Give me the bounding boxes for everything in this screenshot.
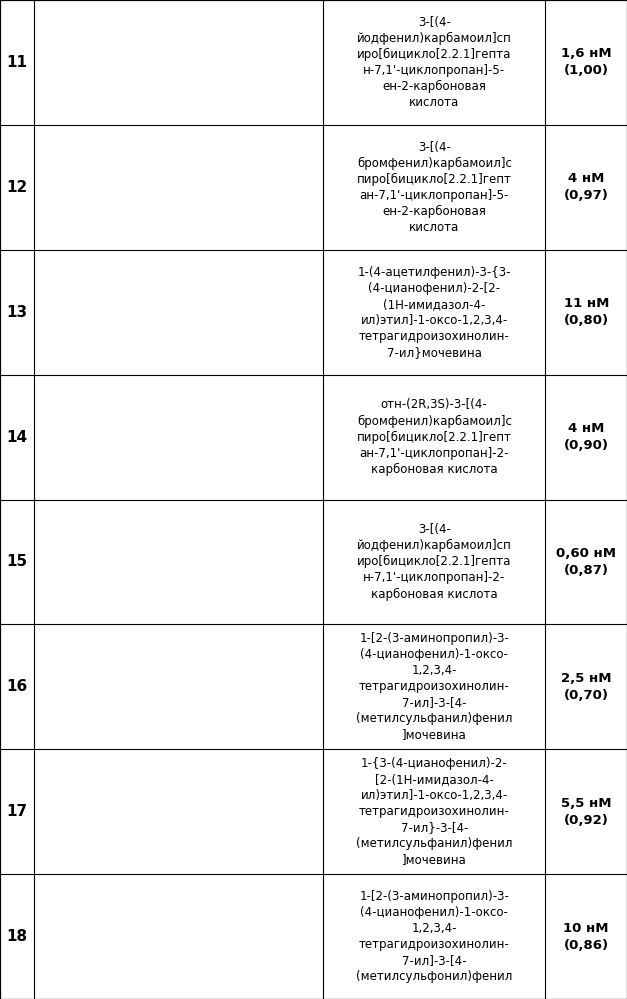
Text: 3-[(4-
йодфенил)карбамоил]сп
иро[бицикло[2.2.1]гепта
н-7,1'-циклопропан]-5-
ен-2: 3-[(4- йодфенил)карбамоил]сп иро[бицикло… bbox=[357, 16, 512, 109]
Text: 14: 14 bbox=[7, 430, 28, 445]
Text: 18: 18 bbox=[7, 929, 28, 944]
Text: 12: 12 bbox=[7, 180, 28, 195]
Text: 1,6 нМ
(1,00): 1,6 нМ (1,00) bbox=[561, 47, 611, 78]
Text: 2,5 нМ
(0,70): 2,5 нМ (0,70) bbox=[561, 671, 611, 702]
Text: 1-[2-(3-аминопропил)-3-
(4-цианофенил)-1-оксо-
1,2,3,4-
тетрагидроизохинолин-
7-: 1-[2-(3-аминопропил)-3- (4-цианофенил)-1… bbox=[356, 632, 512, 741]
Text: 17: 17 bbox=[7, 804, 28, 819]
Text: 3-[(4-
бромфенил)карбамоил]с
пиро[бицикло[2.2.1]гепт
ан-7,1'-циклопропан]-5-
ен-: 3-[(4- бромфенил)карбамоил]с пиро[бицикл… bbox=[357, 141, 512, 234]
Text: 5,5 нМ
(0,92): 5,5 нМ (0,92) bbox=[561, 796, 611, 827]
Text: 15: 15 bbox=[7, 554, 28, 569]
Text: 10 нМ
(0,86): 10 нМ (0,86) bbox=[564, 921, 609, 952]
Text: 16: 16 bbox=[7, 679, 28, 694]
Text: 11 нМ
(0,80): 11 нМ (0,80) bbox=[564, 297, 609, 328]
Text: 3-[(4-
йодфенил)карбамоил]сп
иро[бицикло[2.2.1]гепта
н-7,1'-циклопропан]-2-
карб: 3-[(4- йодфенил)карбамоил]сп иро[бицикло… bbox=[357, 523, 512, 600]
Text: 1-[2-(3-аминопропил)-3-
(4-цианофенил)-1-оксо-
1,2,3,4-
тетрагидроизохинолин-
7-: 1-[2-(3-аминопропил)-3- (4-цианофенил)-1… bbox=[356, 890, 512, 983]
Text: 11: 11 bbox=[7, 55, 28, 70]
Text: отн-(2R,3S)-3-[(4-
бромфенил)карбамоил]с
пиро[бицикло[2.2.1]гепт
ан-7,1'-циклопр: отн-(2R,3S)-3-[(4- бромфенил)карбамоил]с… bbox=[357, 399, 512, 476]
Text: 4 нМ
(0,97): 4 нМ (0,97) bbox=[564, 172, 609, 203]
Text: 13: 13 bbox=[7, 305, 28, 320]
Text: 1-(4-ацетилфенил)-3-{3-
(4-цианофенил)-2-[2-
(1Н-имидазол-4-
ил)этил]-1-оксо-1,2: 1-(4-ацетилфенил)-3-{3- (4-цианофенил)-2… bbox=[357, 266, 511, 359]
Text: 4 нМ
(0,90): 4 нМ (0,90) bbox=[564, 422, 609, 453]
Text: 0,60 нМ
(0,87): 0,60 нМ (0,87) bbox=[556, 546, 616, 577]
Text: 1-{3-(4-цианофенил)-2-
[2-(1Н-имидазол-4-
ил)этил]-1-оксо-1,2,3,4-
тетрагидроизо: 1-{3-(4-цианофенил)-2- [2-(1Н-имидазол-4… bbox=[356, 757, 512, 866]
